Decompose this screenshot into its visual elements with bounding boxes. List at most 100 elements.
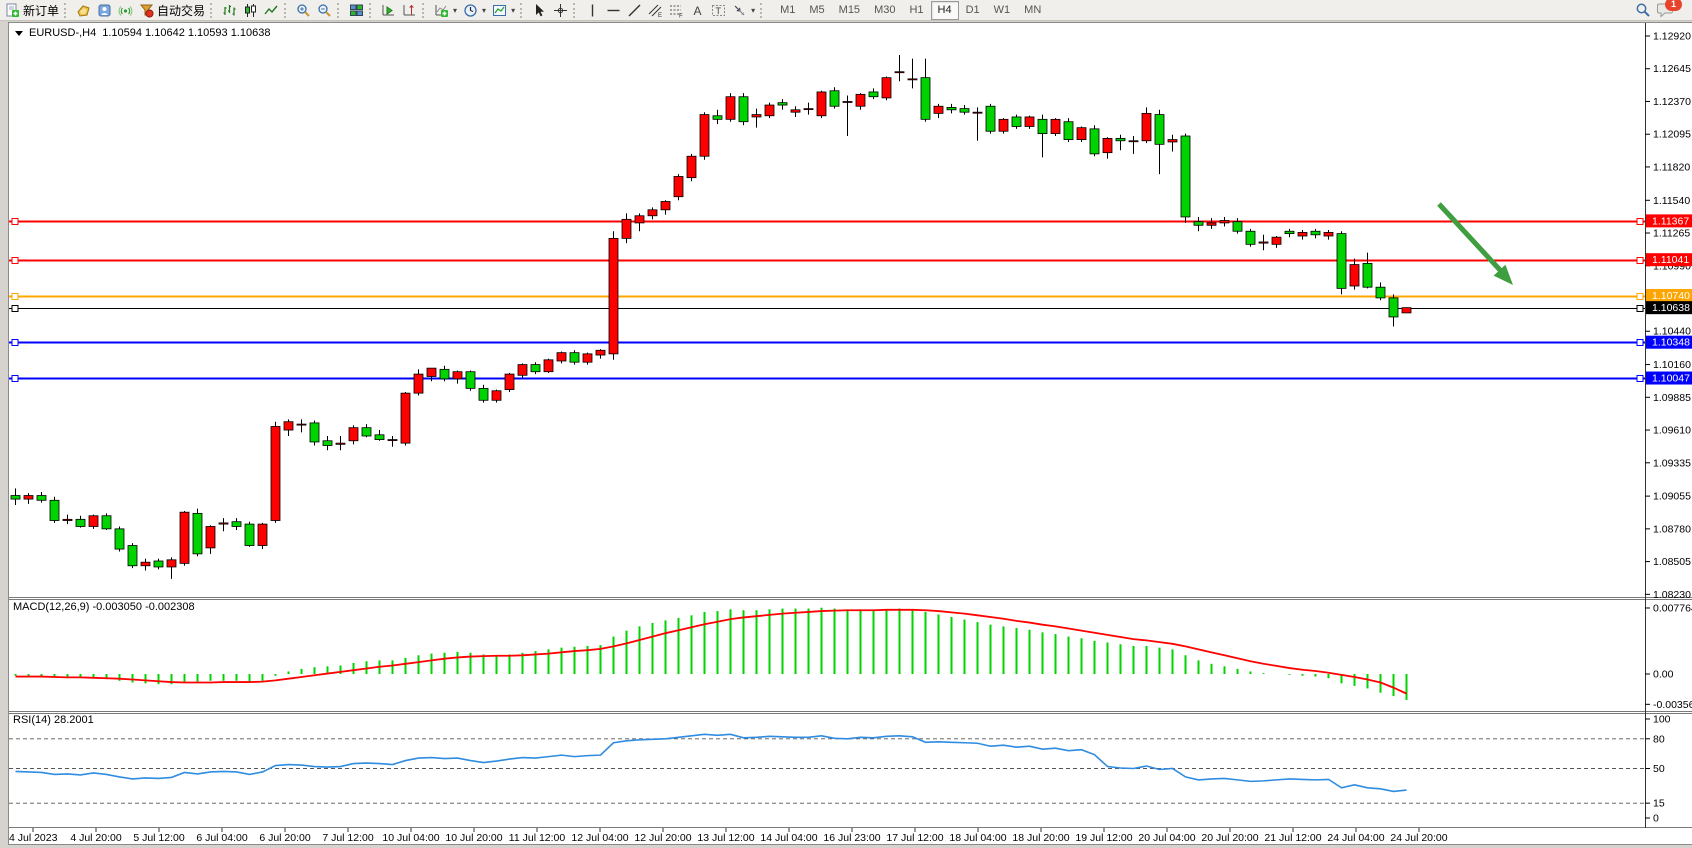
autotrade-label: 自动交易 — [157, 3, 206, 18]
candle — [725, 96, 736, 120]
candle — [868, 91, 879, 98]
templates-button[interactable]: ▾ — [489, 1, 518, 20]
candle — [1011, 116, 1022, 127]
line-handle[interactable] — [11, 293, 19, 300]
price-line-label: 1.11367 — [1652, 215, 1689, 227]
price-line-label: 1.10740 — [1652, 290, 1690, 302]
candle — [556, 352, 567, 362]
zoom-in-button[interactable] — [293, 1, 314, 20]
tf-W1[interactable]: W1 — [993, 3, 1011, 16]
crosshair-button[interactable] — [550, 1, 571, 20]
date-label: 11 Jul 12:00 — [509, 832, 566, 844]
candle — [491, 390, 502, 401]
line-handle[interactable] — [11, 305, 19, 312]
date-label: 21 Jul 12:00 — [1264, 832, 1321, 844]
tf-M15[interactable]: M15 — [838, 3, 861, 16]
candlestick-chart-button[interactable] — [240, 1, 261, 20]
date-label: 4 Jul 2023 — [9, 832, 58, 844]
autotrade-button[interactable]: 自动交易 — [136, 1, 208, 20]
candle — [1245, 230, 1256, 245]
market-watch-icon — [77, 4, 90, 17]
chart-expand-icon[interactable] — [15, 30, 23, 36]
text-label-button[interactable]: T — [708, 1, 729, 20]
new-order-icon — [6, 3, 19, 17]
candle — [1128, 140, 1139, 143]
candle — [1193, 221, 1204, 226]
trendline-button[interactable] — [624, 1, 645, 20]
line-handle[interactable] — [1636, 339, 1644, 346]
market-watch-button[interactable] — [73, 1, 94, 20]
line-handle[interactable] — [11, 339, 19, 346]
date-label: 13 Jul 12:00 — [697, 832, 754, 844]
candle — [959, 108, 970, 113]
line-handle[interactable] — [1636, 257, 1644, 264]
vertical-line-button[interactable] — [582, 1, 603, 20]
candle — [634, 215, 645, 224]
date-label: 6 Jul 20:00 — [259, 832, 311, 844]
cursor-button[interactable] — [529, 1, 550, 20]
candle — [140, 561, 151, 567]
zoom-out-icon — [318, 3, 331, 17]
tile-windows-button[interactable] — [346, 1, 367, 20]
bar-chart-button[interactable] — [219, 1, 240, 20]
tf-H4[interactable]: H4 — [930, 0, 959, 20]
navigator-button[interactable] — [94, 1, 115, 20]
signals-button[interactable] — [115, 1, 136, 20]
tf-M1[interactable]: M1 — [780, 3, 796, 16]
text-button[interactable]: A — [687, 1, 708, 20]
new-order-button[interactable]: 新订单 — [2, 1, 62, 20]
auto-scroll-button[interactable] — [378, 1, 399, 20]
candle — [933, 105, 944, 114]
notification-badge: 1 — [1665, 0, 1682, 11]
zoom-out-button[interactable] — [314, 1, 335, 20]
candle — [530, 364, 541, 373]
tf-H1[interactable]: H1 — [909, 3, 924, 16]
signal-icon — [118, 5, 133, 16]
candle — [62, 518, 73, 521]
candle — [439, 368, 450, 380]
horizontal-line-button[interactable] — [603, 1, 624, 20]
line-handle[interactable] — [11, 257, 19, 264]
toolbar-grip — [573, 2, 579, 18]
chart-ohlc-values: 1.10594 1.10642 1.10593 1.10638 — [102, 27, 271, 39]
line-chart-button[interactable] — [261, 1, 282, 20]
candle — [452, 371, 463, 380]
candle — [1297, 232, 1308, 237]
date-label: 12 Jul 04:00 — [571, 832, 628, 844]
line-handle[interactable] — [11, 218, 19, 225]
notifications-button[interactable]: 1 — [1657, 0, 1682, 18]
line-handle[interactable] — [11, 375, 19, 382]
fibonacci-button[interactable]: F — [666, 1, 687, 20]
line-handle[interactable] — [1636, 218, 1644, 225]
tf-MN[interactable]: MN — [1024, 3, 1042, 16]
arrows-shapes-icon — [734, 5, 745, 15]
indicators-button[interactable]: ▾ — [431, 1, 460, 20]
chart-title: EURUSD-,H4 1.10594 1.10642 1.10593 1.106… — [15, 27, 270, 39]
tf-M5[interactable]: M5 — [809, 3, 825, 16]
arrows-shapes-button[interactable]: ▾ — [729, 1, 758, 20]
trend-arrow-annotation[interactable] — [1437, 202, 1502, 272]
price-chart[interactable]: 1.12920 1.12645 1.12370 1.12095 1.11820 1.115… — [9, 23, 1692, 844]
svg-text:F: F — [679, 13, 683, 18]
templates-icon — [493, 4, 507, 16]
line-handle[interactable] — [1636, 305, 1644, 312]
candle — [647, 209, 658, 217]
line-handle[interactable] — [1636, 375, 1644, 382]
timeframe-group: M1 M5 M15 M30 H1 H4 D1 W1 MN — [773, 0, 1048, 20]
chart-window: 1.12920 1.12645 1.12370 1.12095 1.11820 1.115… — [8, 22, 1692, 845]
candle — [244, 523, 255, 546]
date-label: 4 Jul 20:00 — [70, 832, 122, 844]
price-tick-label: 1.10160 — [1653, 359, 1691, 371]
tf-D1[interactable]: D1 — [965, 3, 980, 16]
svg-text:A: A — [694, 4, 702, 18]
equidistant-channel-button[interactable]: E — [645, 1, 666, 20]
candle — [1102, 137, 1113, 154]
periods-button[interactable]: ▾ — [460, 1, 489, 20]
tf-M30[interactable]: M30 — [874, 3, 896, 16]
candle — [75, 518, 86, 527]
candle — [803, 108, 814, 111]
search-icon[interactable] — [1635, 2, 1651, 18]
line-handle[interactable] — [1636, 293, 1644, 300]
chart-shift-button[interactable] — [399, 1, 420, 20]
candle — [881, 77, 892, 99]
